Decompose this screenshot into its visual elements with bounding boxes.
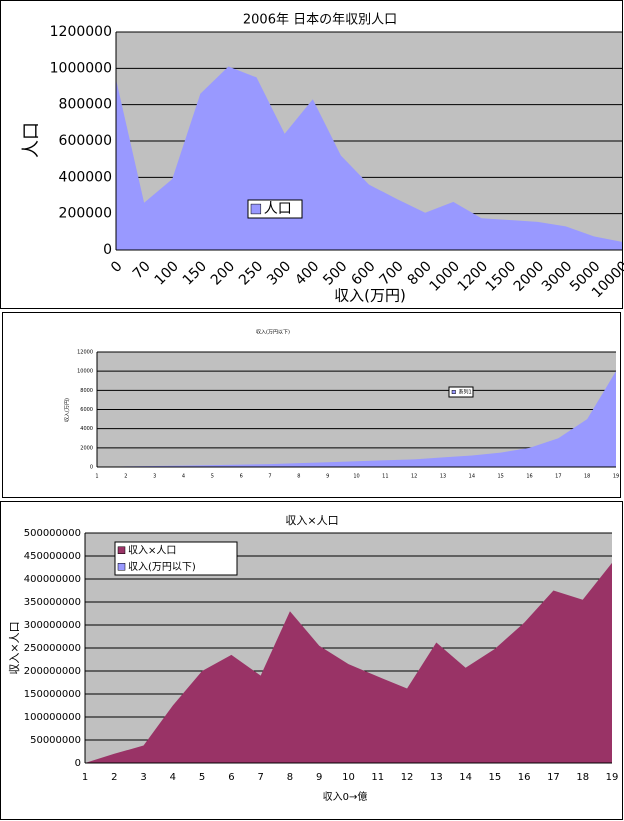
y-tick-label: 0 <box>75 758 81 769</box>
x-tick-label: 8 <box>287 772 293 783</box>
area <box>97 371 616 467</box>
legend-label: 人口 <box>264 201 292 217</box>
x-tick-label: 11 <box>382 474 388 480</box>
legend-label: 収入×人口 <box>128 544 176 556</box>
y-tick-label: 8000 <box>80 388 93 394</box>
x-tick-label: 14 <box>469 474 475 480</box>
x-tick-label: 4 <box>182 474 185 480</box>
y-tick-label: 150000000 <box>24 689 81 700</box>
x-tick-label: 3 <box>153 474 156 480</box>
y-tick-label: 450000000 <box>24 551 81 562</box>
y-tick-label: 400000 <box>59 169 112 185</box>
y-tick-label: 350000000 <box>24 597 81 608</box>
y-tick-label: 0 <box>103 242 112 258</box>
x-tick-label: 12 <box>401 772 414 783</box>
x-tick-label: 16 <box>526 474 532 480</box>
x-tick-label: 1 <box>95 474 98 480</box>
legend-swatch <box>117 546 126 554</box>
x-tick-label: 11 <box>371 772 384 783</box>
y-tick-label: 500000000 <box>24 528 81 539</box>
x-tick-label: 19 <box>606 772 619 783</box>
y-tick-label: 4000 <box>80 426 93 432</box>
x-tick-label: 18 <box>576 772 589 783</box>
x-axis-label: 収入0→億 <box>323 790 368 803</box>
area <box>85 562 612 763</box>
y-axis-label: 収入×人口 <box>8 621 21 674</box>
y-axis-label: 収入(万円) <box>64 398 71 422</box>
legend-label: 系列1 <box>459 389 472 396</box>
x-tick-label: 13 <box>430 772 443 783</box>
x-axis-label: 収入(万円) <box>334 287 406 305</box>
y-tick-label: 2000 <box>80 445 93 451</box>
y-tick-label: 600000 <box>59 133 112 149</box>
legend <box>114 541 238 576</box>
y-tick-label: 0 <box>90 465 93 471</box>
x-tick-label: 10 <box>353 474 359 480</box>
y-tick-label: 10000 <box>77 369 93 375</box>
x-tick-label: 15 <box>489 772 502 783</box>
y-tick-label: 100000000 <box>24 712 81 723</box>
x-tick-label: 19 <box>613 474 619 480</box>
x-tick-label: 7 <box>257 772 263 783</box>
area <box>116 66 622 251</box>
x-tick-label: 8 <box>297 474 300 480</box>
x-tick-label: 6 <box>240 474 243 480</box>
y-tick-label: 300000000 <box>24 620 81 631</box>
legend-label: 収入(万円以下) <box>128 561 196 573</box>
x-tick-label: 10 <box>342 772 355 783</box>
x-tick-label: 13 <box>440 474 446 480</box>
chart-title: 収入(万円以下) <box>256 329 290 336</box>
x-tick-label: 4 <box>170 772 176 783</box>
y-tick-label: 800000 <box>59 97 112 113</box>
y-tick-label: 200000 <box>59 206 112 222</box>
legend-swatch <box>117 563 126 571</box>
x-tick-label: 7 <box>268 474 271 480</box>
legend <box>448 386 474 398</box>
x-tick-label: 2 <box>111 772 117 783</box>
x-tick-label: 9 <box>326 474 329 480</box>
x-tick-label: 2 <box>124 474 127 480</box>
y-tick-label: 50000000 <box>30 735 81 746</box>
x-tick-label: 17 <box>555 474 561 480</box>
x-tick-label: 15 <box>497 474 503 480</box>
x-tick-label: 5 <box>199 772 205 783</box>
chart-title: 収入×人口 <box>285 514 338 527</box>
y-tick-label: 400000000 <box>24 574 81 585</box>
x-tick-label: 16 <box>518 772 531 783</box>
y-tick-label: 1000000 <box>50 60 112 76</box>
y-tick-label: 12000 <box>77 350 93 356</box>
x-tick-label: 14 <box>459 772 472 783</box>
y-tick-label: 6000 <box>80 407 93 413</box>
x-tick-label: 12 <box>411 474 417 480</box>
x-tick-label: 9 <box>316 772 322 783</box>
x-tick-label: 18 <box>584 474 590 480</box>
y-tick-label: 250000000 <box>24 643 81 654</box>
y-axis-label: 人口 <box>21 122 42 158</box>
x-tick-label: 5 <box>211 474 214 480</box>
chart-title: 2006年 日本の年収別人口 <box>243 13 397 28</box>
y-tick-label: 200000000 <box>24 666 81 677</box>
x-tick-label: 17 <box>547 772 560 783</box>
legend-swatch <box>250 203 262 215</box>
legend <box>247 199 303 219</box>
legend-swatch <box>451 390 456 394</box>
x-tick-label: 3 <box>140 772 146 783</box>
y-tick-label: 1200000 <box>50 24 112 40</box>
x-tick-label: 1 <box>82 772 88 783</box>
x-tick-label: 6 <box>228 772 234 783</box>
